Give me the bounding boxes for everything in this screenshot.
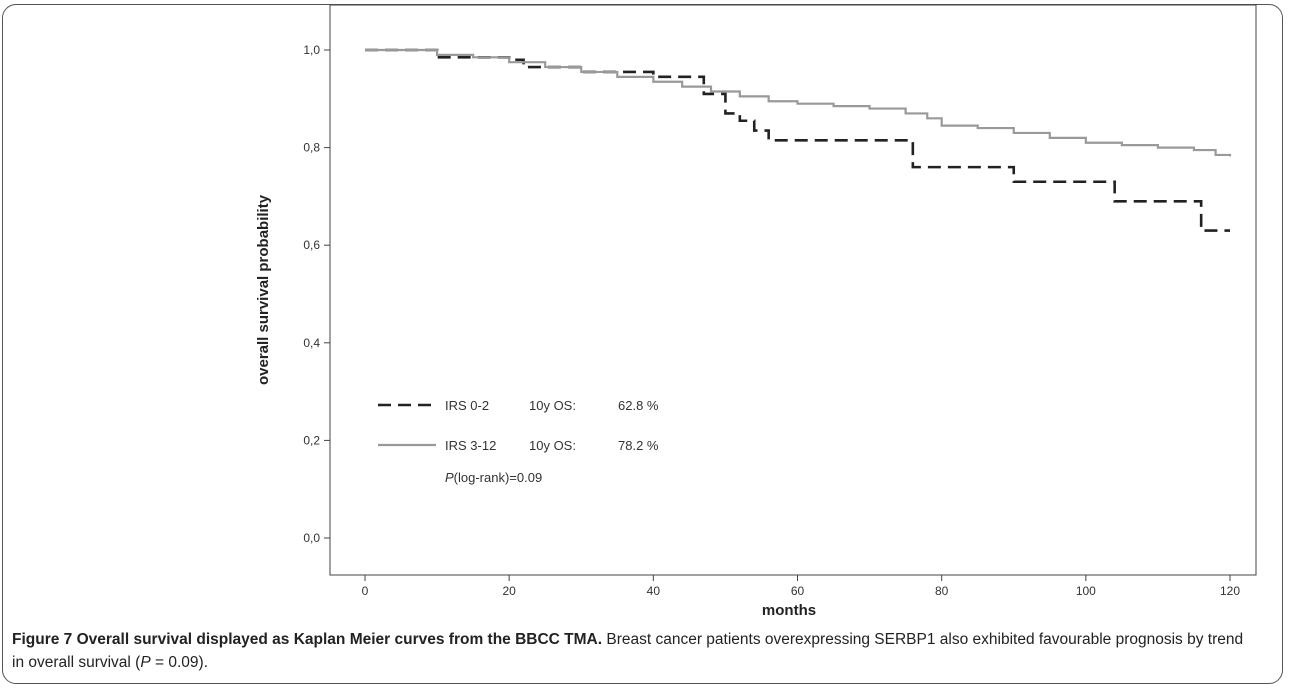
x-tick-label: 60 — [791, 584, 805, 598]
x-tick-label: 80 — [935, 584, 949, 598]
y-tick-label: 0,8 — [303, 141, 320, 155]
x-tick-label: 40 — [647, 584, 661, 598]
logrank-value: (log-rank)=0.09 — [454, 470, 543, 485]
y-tick-label: 1,0 — [303, 43, 320, 57]
y-tick-label: 0,0 — [303, 531, 320, 545]
curve-irs-3-12 — [365, 48, 1232, 157]
legend-series-name: IRS 0-2 — [445, 398, 489, 413]
chart-container: 0,0 0,2 0,4 0,6 0,8 1,0 0 20 40 60 80 100 120 months o… — [255, 4, 1257, 619]
y-tick-label: 0,6 — [303, 238, 320, 252]
logrank-p: P — [445, 470, 454, 485]
logrank-annotation: P(log-rank)=0.09 — [445, 470, 542, 485]
y-axis-label: overall survival probability — [255, 194, 272, 385]
curve-irs-0-2 — [365, 48, 1230, 232]
legend-os-value: 78.2 % — [618, 438, 659, 453]
km-chart: 0,0 0,2 0,4 0,6 0,8 1,0 0 20 40 60 80 100 120 months o… — [255, 4, 1257, 619]
x-tick-label: 0 — [362, 584, 369, 598]
y-tick-label: 0,2 — [303, 433, 320, 447]
x-tick-label: 120 — [1220, 584, 1240, 598]
caption-text-2: = 0.09). — [150, 654, 209, 671]
x-tick-label: 100 — [1076, 584, 1096, 598]
plot-frame — [329, 4, 1257, 576]
legend-series-name: IRS 3-12 — [445, 438, 496, 453]
axes: 0,0 0,2 0,4 0,6 0,8 1,0 0 20 40 60 80 100 120 months o… — [255, 4, 1257, 619]
y-tick-label: 0,4 — [303, 336, 320, 350]
x-tick-label: 20 — [502, 584, 516, 598]
survival-curves — [365, 48, 1232, 232]
legend: IRS 0-2 10y OS: 62.8 % IRS 3-12 10y OS: 78.2 … — [378, 398, 659, 485]
legend-os-label: 10y OS: — [529, 438, 576, 453]
legend-os-label: 10y OS: — [529, 398, 576, 413]
caption-title: Figure 7 Overall survival displayed as K… — [12, 631, 603, 648]
legend-os-value: 62.8 % — [618, 398, 659, 413]
caption-text-1: Breast cancer patients overexpressing SE… — [12, 631, 1244, 671]
x-axis-label: months — [762, 602, 816, 619]
caption-p: P — [140, 654, 151, 671]
figure-caption: Figure 7 Overall survival displayed as K… — [12, 628, 1252, 674]
